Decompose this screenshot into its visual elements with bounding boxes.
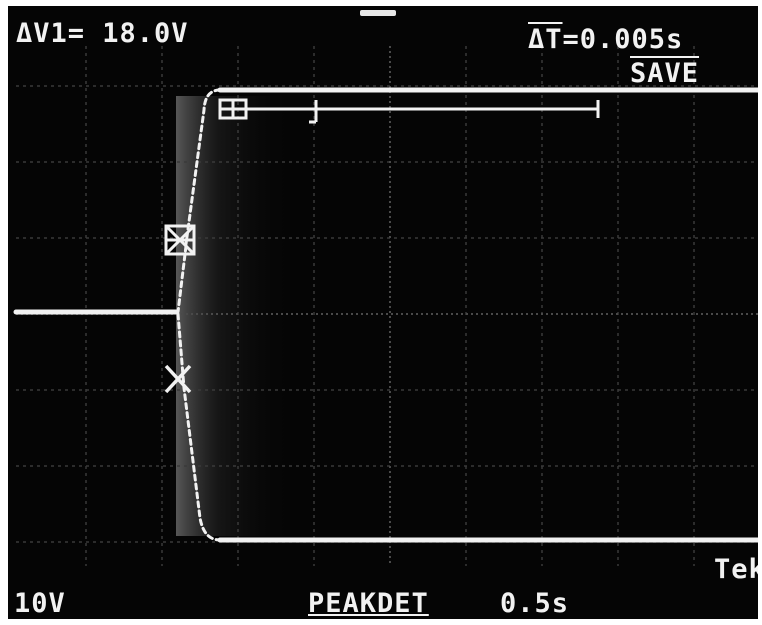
delta-t-readout: ΔT=0.005s [528,26,683,53]
delta-t-value: =0.005s [562,24,684,55]
waveform-display [13,46,758,566]
graticule-center-axes [16,46,758,566]
channel-scale: 10V [14,588,66,619]
voltage-cursor-upper-icon [164,224,196,256]
waveform-trace [13,87,758,543]
tek-brand-label: Tek [714,554,758,585]
graticule [16,46,758,566]
time-cursor-bar [218,98,600,124]
rising-edge-middle [176,244,188,314]
timebase-readout: 0.5s [500,588,570,619]
delta-v-readout: ΔV1= 18.0V [16,18,189,49]
save-status: SAVE [630,58,700,89]
acquisition-mode: PEAKDET [308,588,429,619]
oscilloscope-screen: ΔV1= 18.0V ΔT=0.005s SAVE 10V PEAKDET 0.… [8,6,758,619]
rising-edge-upper [184,88,222,246]
rising-edge-lower [176,312,222,542]
voltage-cursor-lower-icon [164,364,192,394]
trigger-position-marker [360,10,396,16]
delta-t-symbol: ΔT [528,24,563,55]
